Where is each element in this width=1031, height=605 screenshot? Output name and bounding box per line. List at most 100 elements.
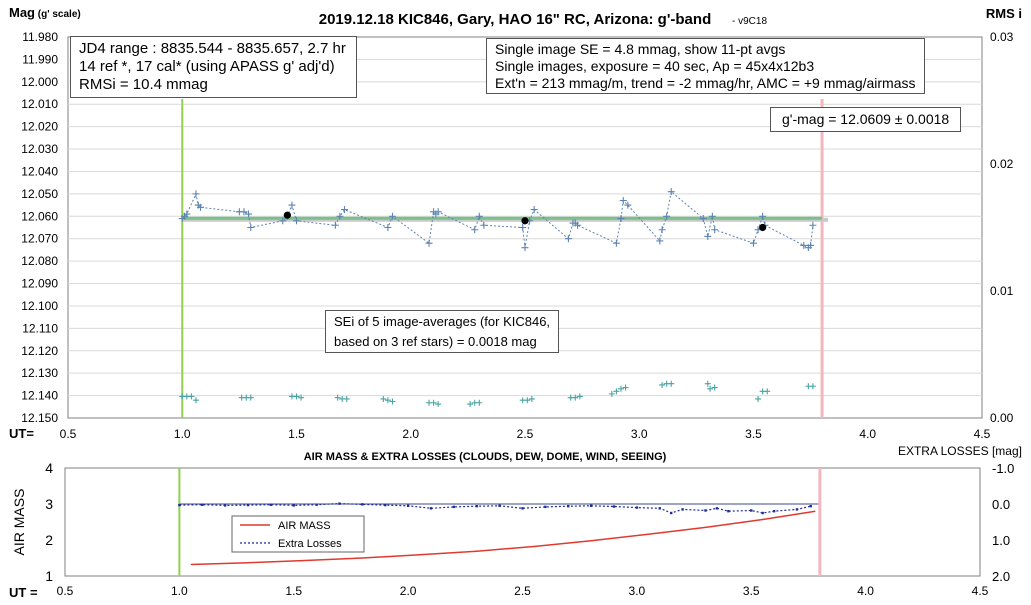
top-x-axis-label: UT=	[9, 426, 34, 441]
single-image-point	[564, 235, 572, 243]
gmag-box: g'-mag = 12.0609 ± 0.0018	[770, 107, 962, 132]
extra-losses-point	[658, 507, 661, 510]
extra-losses-point	[475, 504, 478, 508]
single-image-point	[183, 210, 191, 218]
bottom-x-tick-label: 2.0	[400, 584, 417, 598]
single-image-point	[240, 208, 248, 216]
top-y2-axis-label: RMS i	[986, 6, 1022, 21]
extra-losses-point	[246, 503, 250, 507]
rms-point	[528, 395, 535, 402]
top-y2-tick-label: 0.03	[990, 30, 1014, 44]
rms-point	[704, 380, 711, 387]
top-y2-tick-label: 0.01	[990, 284, 1014, 298]
single-image-point	[521, 244, 529, 252]
sei-text-line2: based on 3 ref stars) = 0.0018 mag	[334, 333, 537, 349]
single-image-point	[612, 239, 620, 247]
single-image-point	[192, 190, 200, 198]
extra-losses-point	[635, 506, 639, 509]
top-x-tick-label: 2.5	[517, 427, 534, 441]
single-image-point	[750, 239, 757, 247]
extra-losses-point	[361, 503, 364, 506]
extra-losses-point	[809, 504, 812, 508]
single-image-point	[619, 197, 627, 205]
extra-losses-line	[179, 502, 811, 514]
top-y-tick-label: 12.090	[21, 277, 58, 291]
extra-losses-point	[761, 511, 764, 515]
single-image-point	[288, 201, 296, 209]
bottom-legend	[231, 515, 365, 553]
extra-losses-point	[223, 504, 227, 507]
extinction-text: Ext'n = 213 mmag/m, trend = -2 mmag/hr, …	[495, 74, 916, 91]
rms-point	[343, 395, 350, 402]
extra-losses-point	[338, 502, 341, 505]
bottom-y-tick-label: 1	[45, 568, 53, 584]
extra-losses-point	[292, 504, 295, 507]
rms-point	[298, 394, 305, 401]
bottom-y-axis-label: AIR MASS	[11, 489, 27, 556]
top-y-tick-label: 12.080	[21, 254, 58, 268]
extra-losses-point	[750, 509, 753, 512]
rms-point	[467, 401, 474, 408]
rms-point	[435, 401, 442, 408]
top-x-tick-label: 1.0	[174, 427, 191, 441]
rms-point	[755, 395, 762, 402]
rms-point	[576, 393, 583, 400]
average-point	[521, 217, 529, 225]
extra-losses-point	[612, 505, 616, 508]
top-x-tick-label: 0.5	[60, 427, 77, 441]
rms-point	[617, 385, 624, 392]
extra-losses-point	[704, 509, 707, 512]
rms-point	[293, 393, 300, 400]
bottom-x-tick-label: 4.0	[857, 584, 874, 598]
top-y-tick-label: 11.980	[22, 30, 58, 44]
top-y-tick-label: 12.050	[21, 187, 58, 201]
rms-point	[613, 388, 620, 395]
single-image-point	[617, 215, 625, 223]
bottom-y-tick-label: 2	[45, 532, 53, 548]
bottom-y2-tick-label: -1.0	[992, 461, 1014, 476]
rms-point	[608, 390, 615, 397]
single-image-point	[530, 206, 538, 214]
extra-losses-point	[452, 505, 456, 509]
bottom-x-axis-label: UT =	[9, 585, 38, 600]
top-y2-tick-label: 0.00	[990, 411, 1014, 425]
rms-point	[572, 394, 579, 401]
rms-point	[380, 395, 387, 402]
bottom-plot-area	[64, 467, 981, 577]
top-y-tick-label: 12.040	[21, 164, 58, 178]
top-y-tick-label: 12.100	[21, 299, 58, 313]
single-image-point	[708, 212, 716, 220]
extra-losses-point	[315, 503, 318, 506]
rms-point	[524, 397, 531, 404]
sei-box: SEi of 5 image-averages (for KIC846, bas…	[325, 310, 560, 354]
top-x-tick-label: 3.0	[631, 427, 648, 441]
extra-losses-point	[715, 507, 719, 510]
top-y-tick-label: 12.130	[21, 366, 58, 380]
legend-air-mass-label: AIR MASS	[278, 520, 331, 532]
sei-text-line1: SEi of 5 image-averages (for KIC846,	[334, 314, 551, 329]
bottom-y2-axis-label: EXTRA LOSSES [mag]	[898, 444, 1022, 458]
rms-point	[711, 384, 718, 391]
extra-losses-point	[201, 503, 204, 506]
extra-losses-point	[406, 504, 410, 507]
exposure-text: Single images, exposure = 40 sec, Ap = 4…	[495, 57, 815, 74]
chart-title: 2019.12.18 KIC846, Gary, HAO 16" RC, Ari…	[319, 11, 711, 28]
bottom-x-tick-label: 1.0	[171, 584, 188, 598]
single-image-point	[480, 221, 488, 229]
single-image-point	[667, 188, 675, 196]
bottom-x-tick-label: 4.5	[972, 584, 989, 598]
top-x-tick-label: 2.0	[402, 427, 419, 441]
extra-losses-point	[178, 503, 181, 507]
top-x-tick-label: 1.5	[288, 427, 305, 441]
jd-range-text: JD4 range : 8835.544 - 8835.657, 2.7 hr	[79, 40, 346, 57]
rms-point	[668, 380, 675, 387]
rms-point	[764, 388, 771, 395]
extra-losses-point	[795, 508, 799, 511]
single-image-point	[197, 203, 205, 211]
rms-point	[430, 399, 437, 406]
single-image-point	[293, 217, 300, 225]
top-x-tick-label: 4.5	[974, 427, 991, 441]
rms-point	[476, 399, 483, 406]
extra-losses-point	[669, 511, 673, 515]
se-info-box: Single image SE = 4.8 mmag, show 11-pt a…	[486, 38, 925, 95]
